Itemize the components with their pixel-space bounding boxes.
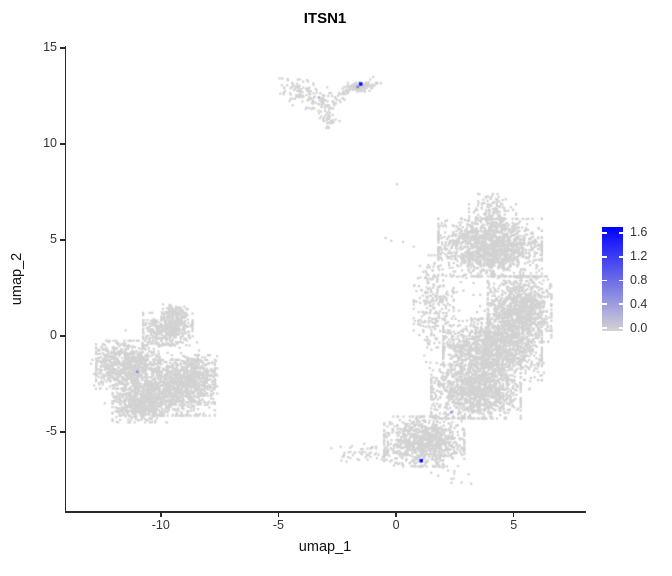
colorbar-tick-mark <box>618 303 623 306</box>
plot-title: ITSN1 <box>303 10 347 27</box>
y-tick-label: -5 <box>45 424 57 439</box>
x-tick-mark <box>277 512 280 517</box>
x-tick-label: -10 <box>151 518 170 532</box>
colorbar-tick-mark <box>618 232 623 234</box>
y-tick-mark <box>60 47 65 49</box>
colorbar-tick-mark <box>602 255 607 258</box>
y-tick-mark <box>60 239 65 241</box>
y-tick-label: 15 <box>43 40 57 55</box>
x-tick-label: 5 <box>510 518 518 532</box>
colorbar-tick-label: 0.0 <box>630 320 648 335</box>
colorbar-tick-mark <box>602 327 607 329</box>
y-tick-label: 10 <box>43 136 57 151</box>
y-tick-mark <box>60 431 65 433</box>
y-tick-label: 5 <box>50 232 57 247</box>
y-tick-mark <box>60 335 65 337</box>
colorbar-tick-mark <box>618 255 623 258</box>
colorbar-tick-label: 0.4 <box>630 296 648 311</box>
x-tick-label: -5 <box>272 518 284 532</box>
x-tick-mark <box>395 512 397 517</box>
colorbar-tick-label: 1.2 <box>630 249 648 264</box>
x-axis-label: umap_1 <box>298 539 352 555</box>
colorbar-tick-mark <box>602 232 607 234</box>
colorbar-tick-mark <box>618 327 623 329</box>
colorbar-tick-label: 0.8 <box>630 272 648 287</box>
x-tick-mark <box>512 512 515 517</box>
x-axis-line <box>64 511 586 513</box>
x-tick-mark <box>160 512 162 517</box>
colorbar-tick-mark <box>618 279 623 282</box>
y-tick-label: 0 <box>50 328 57 343</box>
y-tick-mark <box>60 143 65 145</box>
colorbar-tick-label: 1.6 <box>630 225 648 240</box>
x-tick-label: 0 <box>392 518 400 532</box>
colorbar-tick-mark <box>602 303 607 306</box>
y-axis-label: umap_2 <box>9 252 25 306</box>
colorbar-gradient <box>602 227 623 331</box>
y-axis-line <box>64 46 66 513</box>
colorbar-tick-mark <box>602 279 607 282</box>
